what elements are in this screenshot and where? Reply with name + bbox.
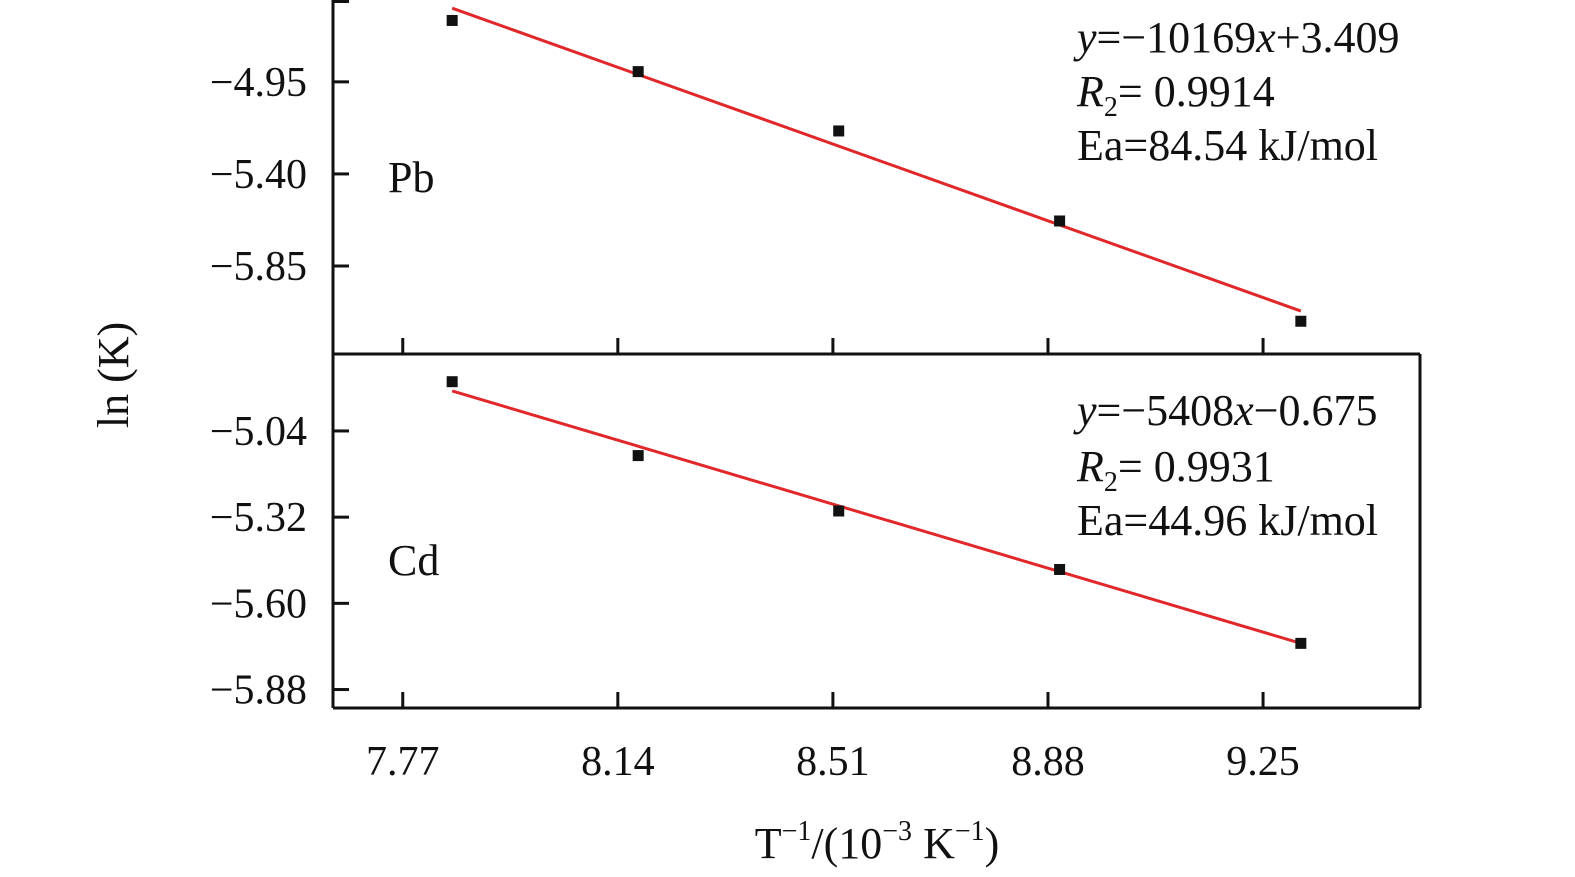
data-point-cd <box>1295 637 1307 649</box>
data-points <box>446 14 1307 649</box>
axes <box>331 0 1422 710</box>
x-tick-label: 9.25 <box>1226 739 1300 785</box>
ticks: 7.77 8.14 8.51 8.88 9.25 −4.95 −5.40 −5.85 −5.04… <box>210 60 1300 785</box>
data-point-cd <box>1054 563 1066 575</box>
data-point-pb <box>446 14 458 26</box>
data-point-cd <box>632 450 644 462</box>
panel-label-cd: Cd <box>388 536 439 585</box>
y-tick-label-pb: −4.95 <box>210 60 307 106</box>
pb-ea: Ea=84.54 kJ/mol <box>1077 121 1378 170</box>
fit-line-cd <box>451 389 1302 645</box>
x-axis-title: T−1/(10−3 K−1) <box>755 816 1000 868</box>
cd-equation: y=−5408x−0.675 <box>1073 386 1378 435</box>
fit-lines <box>451 6 1302 645</box>
cd-fit-annotation: y=−5408x−0.675 R2= 0.9931 Ea=44.96 kJ/mo… <box>1073 386 1378 545</box>
data-point-cd <box>446 376 458 388</box>
y-tick-label-pb: −5.85 <box>210 244 307 290</box>
cd-r2: R2= 0.9931 <box>1076 442 1275 498</box>
y-tick-label-pb: −5.40 <box>210 152 307 198</box>
data-point-cd <box>833 505 845 517</box>
fit-line-pb <box>451 6 1302 313</box>
pb-fit-annotation: y=−10169x+3.409 R2= 0.9914 Ea=84.54 kJ/m… <box>1073 13 1400 170</box>
pb-r2: R2= 0.9914 <box>1076 67 1275 123</box>
y-tick-label-cd: −5.60 <box>210 581 307 627</box>
y-tick-label-cd: −5.88 <box>210 668 307 714</box>
y-axis-title: ln (K) <box>89 322 138 428</box>
data-point-pb <box>1295 315 1307 327</box>
panel-label-pb: Pb <box>388 153 434 202</box>
y-tick-label-cd: −5.32 <box>210 495 307 541</box>
data-point-pb <box>1054 215 1066 227</box>
data-point-pb <box>632 66 644 78</box>
x-tick-label: 8.88 <box>1011 739 1085 785</box>
y-tick-label-cd: −5.04 <box>210 409 307 455</box>
data-point-pb <box>833 125 845 137</box>
pb-equation: y=−10169x+3.409 <box>1073 13 1400 62</box>
x-tick-label: 8.51 <box>796 739 870 785</box>
x-tick-label: 8.14 <box>581 739 655 785</box>
x-tick-label: 7.77 <box>366 739 440 785</box>
cd-ea: Ea=44.96 kJ/mol <box>1077 496 1378 545</box>
